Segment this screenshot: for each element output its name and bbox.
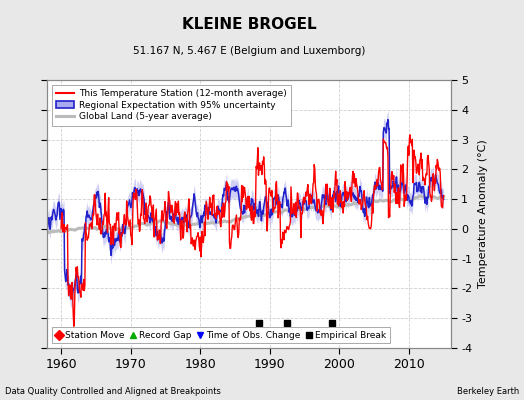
Text: 51.167 N, 5.467 E (Belgium and Luxemborg): 51.167 N, 5.467 E (Belgium and Luxemborg…	[133, 46, 365, 56]
Legend: Station Move, Record Gap, Time of Obs. Change, Empirical Break: Station Move, Record Gap, Time of Obs. C…	[52, 327, 390, 344]
Text: KLEINE BROGEL: KLEINE BROGEL	[182, 17, 316, 32]
Text: Berkeley Earth: Berkeley Earth	[456, 387, 519, 396]
Y-axis label: Temperature Anomaly (°C): Temperature Anomaly (°C)	[478, 140, 488, 288]
Text: Data Quality Controlled and Aligned at Breakpoints: Data Quality Controlled and Aligned at B…	[5, 387, 221, 396]
